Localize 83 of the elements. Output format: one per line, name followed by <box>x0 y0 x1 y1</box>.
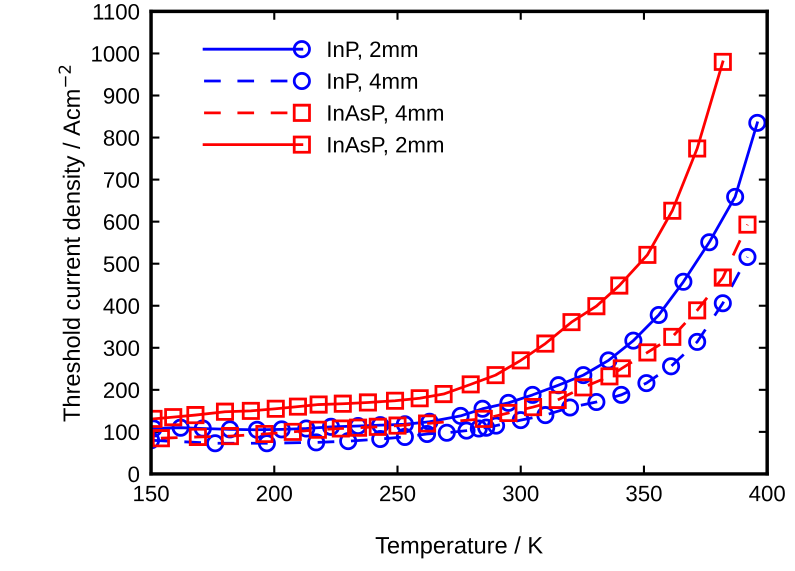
point <box>688 139 706 158</box>
point <box>663 328 682 346</box>
point <box>610 276 628 295</box>
point <box>624 332 642 350</box>
point <box>574 378 592 396</box>
y-tick-label: 0 <box>128 466 140 482</box>
point <box>738 248 756 266</box>
y-tick-label: 900 <box>104 88 140 104</box>
x-tick-label: 350 <box>626 486 662 502</box>
y-tick-label: 1000 <box>92 46 140 62</box>
point <box>512 351 530 370</box>
point <box>334 394 352 413</box>
point <box>650 306 668 324</box>
point <box>410 389 429 408</box>
y-tick-label: 800 <box>104 130 140 146</box>
point <box>700 233 718 252</box>
y-axis-title: Threshold current density / Acm$^{−2}$ <box>58 66 85 422</box>
legend-label: InAsP, 2mm <box>328 136 443 156</box>
point <box>152 429 170 448</box>
point <box>637 374 656 392</box>
point <box>714 294 732 312</box>
point <box>266 400 285 418</box>
point <box>452 406 470 425</box>
point <box>612 359 631 378</box>
point <box>388 416 407 435</box>
point <box>536 334 554 353</box>
x-tick-label: 150 <box>134 486 169 502</box>
point <box>714 52 732 71</box>
point <box>548 390 567 409</box>
legend-label: InP, 4mm <box>328 73 418 92</box>
point <box>164 408 182 426</box>
y-tick-label: 700 <box>104 172 140 188</box>
point <box>255 424 274 444</box>
point <box>486 366 505 384</box>
point <box>688 301 706 320</box>
point <box>748 114 766 132</box>
x-tick-label: 200 <box>256 486 292 502</box>
point <box>288 398 307 416</box>
point <box>188 428 207 446</box>
point <box>474 410 493 428</box>
point <box>186 406 204 424</box>
y-tick-label: 300 <box>104 340 140 356</box>
point <box>216 402 234 421</box>
point <box>714 268 732 287</box>
y-tick-label: 600 <box>104 214 140 230</box>
y-tick-label: 400 <box>103 298 140 314</box>
point <box>638 343 656 362</box>
point <box>587 297 606 316</box>
point <box>524 398 542 416</box>
point <box>438 424 456 442</box>
y-tick-label: 100 <box>104 424 140 440</box>
point <box>332 419 350 438</box>
point <box>499 404 518 422</box>
point <box>358 393 377 412</box>
point <box>638 246 656 264</box>
point <box>688 332 706 351</box>
x-tick-label: 300 <box>503 486 538 502</box>
point <box>600 367 618 386</box>
legend-label: InP, 2mm <box>328 41 418 60</box>
point <box>587 393 606 412</box>
x-tick-label: 250 <box>380 486 416 502</box>
point <box>662 357 680 376</box>
point <box>284 422 302 441</box>
point <box>457 422 476 440</box>
point <box>562 313 581 332</box>
point <box>434 385 453 404</box>
x-axis-title: Temperature / K <box>376 536 543 558</box>
legend-label: InAsP, 4mm <box>328 105 443 124</box>
y-tick-label: 1100 <box>94 4 140 20</box>
point <box>663 202 682 220</box>
point <box>310 396 328 414</box>
point <box>612 386 630 404</box>
y-tick-label: 200 <box>104 382 140 398</box>
point <box>462 375 480 394</box>
point <box>738 216 756 234</box>
point <box>726 188 744 206</box>
point <box>386 392 404 410</box>
point <box>220 427 239 446</box>
x-tick-label: 400 <box>749 486 785 502</box>
point <box>308 420 327 439</box>
y-tick-label: 500 <box>104 256 140 272</box>
point <box>674 272 692 291</box>
point <box>242 402 260 420</box>
